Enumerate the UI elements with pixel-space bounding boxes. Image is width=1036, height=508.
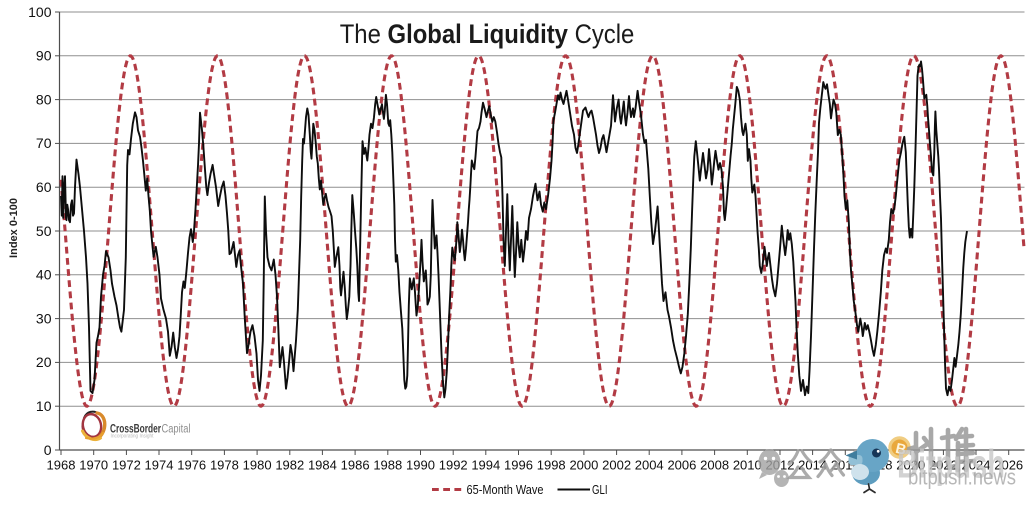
svg-text:2010: 2010 [733,457,762,472]
svg-text:1994: 1994 [471,457,500,472]
svg-text:1992: 1992 [439,457,468,472]
svg-text:60: 60 [36,179,52,195]
svg-text:30: 30 [36,310,52,326]
svg-text:2026: 2026 [994,457,1023,472]
svg-text:2004: 2004 [635,457,664,472]
svg-text:2002: 2002 [602,457,631,472]
svg-text:1990: 1990 [406,457,435,472]
svg-text:B: B [894,441,908,459]
svg-text:100: 100 [28,4,52,20]
svg-text:80: 80 [36,91,52,107]
svg-text:1988: 1988 [373,457,402,472]
svg-text:Index 0-100: Index 0-100 [8,198,20,258]
svg-text:GLI: GLI [592,483,608,497]
svg-text:1980: 1980 [243,457,272,472]
svg-text:1982: 1982 [275,457,304,472]
svg-text:1984: 1984 [308,457,337,472]
svg-text:Incorporating Insight: Incorporating Insight [111,434,154,440]
svg-text:1976: 1976 [177,457,206,472]
svg-text:bitpush.news: bitpush.news [908,465,1016,490]
svg-text:1974: 1974 [145,457,174,472]
svg-text:0: 0 [44,442,52,458]
svg-text:2006: 2006 [667,457,696,472]
svg-text:40: 40 [36,267,52,283]
svg-text:2000: 2000 [569,457,598,472]
svg-text:1970: 1970 [79,457,108,472]
svg-text:Capital: Capital [162,424,191,436]
svg-text:1972: 1972 [112,457,141,472]
svg-text:1996: 1996 [504,457,533,472]
svg-text:Bitpush: Bitpush [897,443,1005,487]
svg-text:1978: 1978 [210,457,239,472]
svg-text:70: 70 [36,135,52,151]
svg-text:90: 90 [36,48,52,64]
svg-text:CrossBorder: CrossBorder [110,424,161,436]
svg-text:10: 10 [36,398,52,414]
svg-text:50: 50 [36,223,52,239]
svg-text:20: 20 [36,354,52,370]
svg-text:2008: 2008 [700,457,729,472]
svg-text:65-Month Wave: 65-Month Wave [467,483,544,497]
svg-text:1998: 1998 [537,457,566,472]
svg-text:1968: 1968 [47,457,76,472]
svg-text:The Global Liquidity Cycle: The Global Liquidity Cycle [340,20,635,50]
svg-text:1986: 1986 [341,457,370,472]
